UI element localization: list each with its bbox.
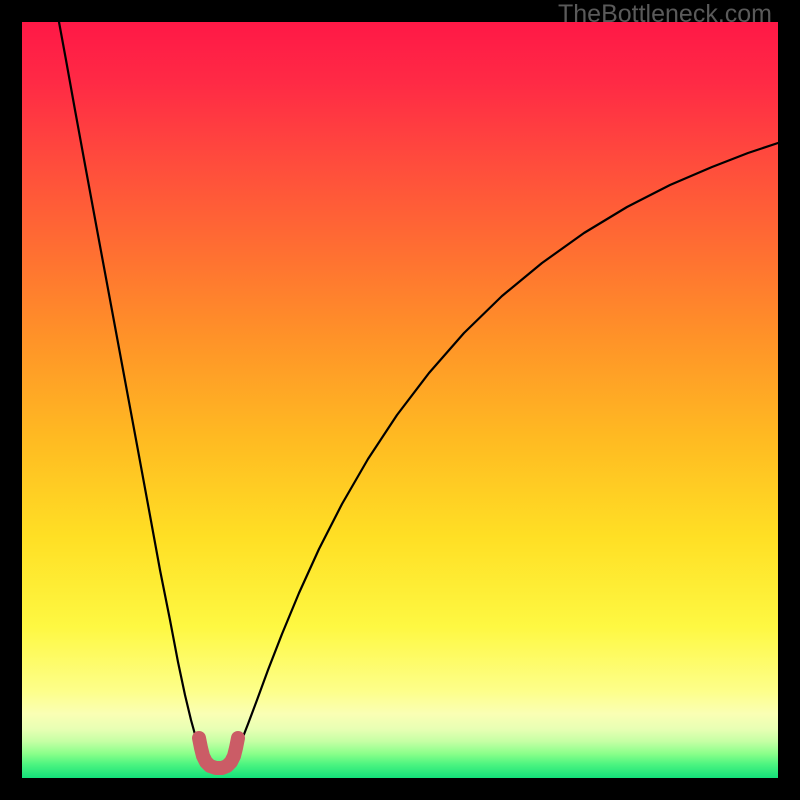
chart-stage: TheBottleneck.com bbox=[0, 0, 800, 800]
chart-frame-border bbox=[0, 0, 800, 800]
watermark-text: TheBottleneck.com bbox=[558, 0, 772, 29]
